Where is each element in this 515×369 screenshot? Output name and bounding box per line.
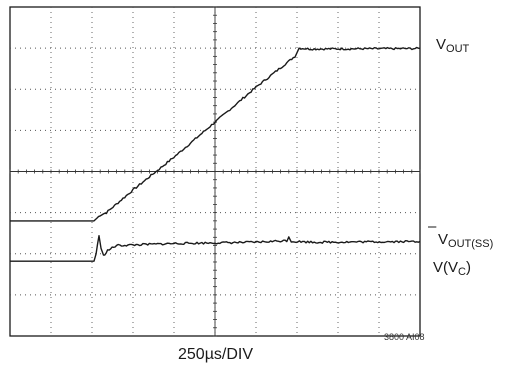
- figure-code: 3800 AI08: [384, 332, 425, 342]
- trace-v-vc-: [10, 235, 421, 262]
- vout-label: VOUT: [436, 36, 470, 55]
- vout-ss-marker: –: [428, 218, 437, 235]
- trace-vout: [10, 46, 421, 222]
- vout-ss-label: VOUT(SS): [438, 231, 494, 250]
- x-axis-label: 250µs/DIV: [178, 346, 254, 363]
- vc-label: V(VC): [433, 259, 471, 278]
